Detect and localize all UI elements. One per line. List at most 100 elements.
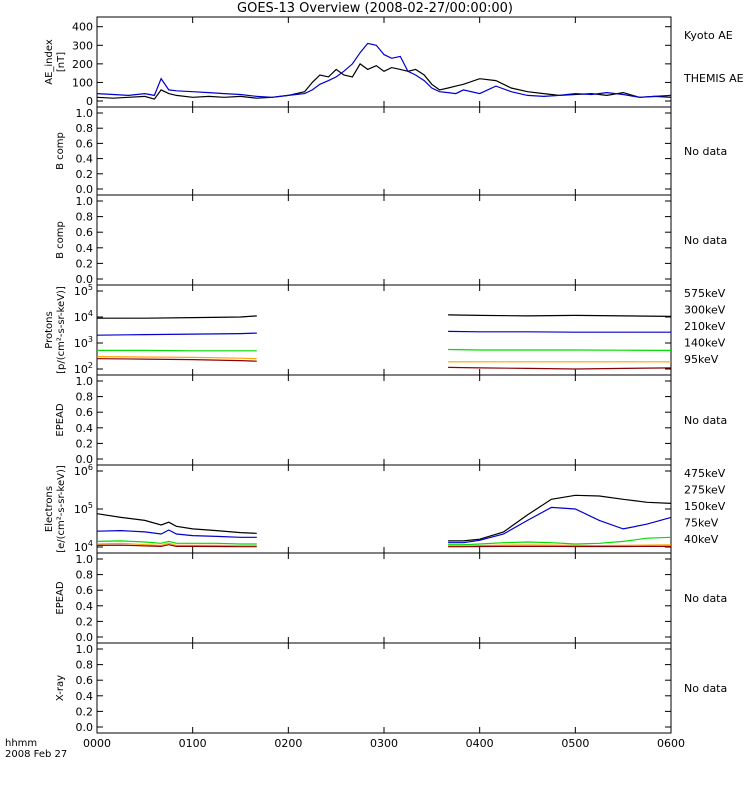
x-tick-label: 0500 xyxy=(561,737,589,750)
y-axis-label: Protons xyxy=(44,311,55,348)
y-tick-label: 300 xyxy=(72,39,93,52)
y-axis-label: EPEAD xyxy=(55,581,66,615)
series-line-40kev xyxy=(448,494,672,542)
y-tick-label: 0.0 xyxy=(76,453,94,466)
page-title: GOES-13 Overview (2008-02-27/00:00:00) xyxy=(237,1,513,16)
y-tick-exponent: 3 xyxy=(88,335,93,344)
series-line-150kev xyxy=(448,536,672,546)
legend-label: 475keV xyxy=(684,467,726,480)
y-axis-label: B comp xyxy=(55,132,66,170)
time-axis-caption: hhmm 2008 Feb 27 xyxy=(5,738,67,760)
y-tick-label: 0.2 xyxy=(76,437,94,450)
legend-label: 75keV xyxy=(684,517,719,530)
y-tick-label: 0 xyxy=(86,95,93,108)
y-tick-exponent: 2 xyxy=(88,361,93,370)
series-line-themis-ae xyxy=(96,42,672,98)
y-axis-label: [e/(cm²-s-sr-keV)] xyxy=(56,465,67,553)
no-data-note: No data xyxy=(684,414,727,427)
x-tick-label: 0600 xyxy=(657,737,685,750)
y-tick-label: 0.4 xyxy=(76,422,94,435)
no-data-note: No data xyxy=(684,592,727,605)
panel-frame xyxy=(96,642,672,734)
series-line-75kev xyxy=(96,529,257,538)
panel-frame xyxy=(96,374,672,466)
y-tick-label: 0.6 xyxy=(76,584,94,597)
y-tick-base: 10 xyxy=(74,503,88,516)
legend-label: 275keV xyxy=(684,484,726,497)
y-axis-label: X-ray xyxy=(55,675,66,701)
y-tick-label: 0.6 xyxy=(76,674,94,687)
y-tick-label: 1.0 xyxy=(76,375,94,388)
panel-frame xyxy=(96,194,672,286)
legend-label: 40keV xyxy=(684,533,719,546)
y-axis-label: [p/(cm²-s-sr-keV)] xyxy=(56,286,67,374)
series-line-kyoto-ae xyxy=(96,63,672,100)
y-tick-label: 0.0 xyxy=(76,631,94,644)
y-tick-label: 0.0 xyxy=(76,273,94,286)
legend-label: 140keV xyxy=(684,337,726,350)
series-line-475kev xyxy=(96,544,257,548)
no-data-note: No data xyxy=(684,145,727,158)
y-tick-label: 0.2 xyxy=(76,257,94,270)
y-axis-label: AE_index xyxy=(44,39,55,85)
legend-label: Kyoto AE xyxy=(684,29,733,42)
panel-frame xyxy=(96,464,672,554)
legend-label: 300keV xyxy=(684,304,726,317)
y-axis-label: EPEAD xyxy=(55,403,66,437)
legend-label: THEMIS AE xyxy=(683,72,744,85)
series-line-75kev xyxy=(448,506,672,544)
y-tick-label: 400 xyxy=(72,21,93,34)
y-tick-label: 1.0 xyxy=(76,107,94,120)
series-line-40kev xyxy=(96,513,257,534)
series-line-300kev xyxy=(96,356,257,360)
y-axis-label: Electrons xyxy=(44,486,55,532)
series-line-95kev xyxy=(97,315,257,319)
series-line-275kev xyxy=(96,542,257,547)
y-tick-label: 0.0 xyxy=(76,183,94,196)
series-line-275kev xyxy=(448,544,672,547)
y-tick-label: 0.4 xyxy=(76,242,94,255)
y-axis-label: B comp xyxy=(55,221,66,259)
y-tick-exponent: 6 xyxy=(88,463,93,472)
y-tick-label: 0.4 xyxy=(76,153,94,166)
panel-frame xyxy=(96,552,672,644)
legend-label: 575keV xyxy=(684,287,726,300)
y-tick-label: 0.8 xyxy=(76,211,94,224)
y-tick-exponent: 5 xyxy=(88,501,93,510)
series-line-575kev xyxy=(96,358,257,362)
y-tick-label: 102 xyxy=(74,361,93,376)
y-tick-exponent: 4 xyxy=(88,309,93,318)
y-tick-label: 103 xyxy=(74,335,93,350)
series-line-140kev xyxy=(448,330,671,333)
y-tick-base: 10 xyxy=(74,363,88,376)
y-tick-label: 106 xyxy=(74,463,93,478)
no-data-note: No data xyxy=(684,682,727,695)
y-axis-label: [nT] xyxy=(56,52,67,72)
legend-label: 150keV xyxy=(684,500,726,513)
legend-label: 95keV xyxy=(684,353,719,366)
series-line-150kev xyxy=(96,540,257,545)
y-tick-label: 0.8 xyxy=(76,569,94,582)
series-line-140kev xyxy=(96,332,257,336)
y-tick-label: 0.2 xyxy=(76,168,94,181)
y-tick-base: 10 xyxy=(74,311,88,324)
x-tick-label: 0000 xyxy=(83,737,111,750)
x-tick-label: 0400 xyxy=(466,737,494,750)
y-tick-label: 105 xyxy=(74,283,93,298)
no-data-note: No data xyxy=(684,234,727,247)
x-tick-label: 0100 xyxy=(179,737,207,750)
y-tick-base: 10 xyxy=(74,541,88,554)
y-tick-label: 104 xyxy=(74,309,93,324)
y-tick-label: 0.8 xyxy=(76,122,94,135)
series-line-95kev xyxy=(448,314,672,317)
y-tick-label: 105 xyxy=(74,501,93,516)
y-tick-label: 0.2 xyxy=(76,705,94,718)
date-label: 2008 Feb 27 xyxy=(5,749,68,760)
y-tick-label: 0.2 xyxy=(76,615,94,628)
y-tick-label: 1.0 xyxy=(76,553,94,566)
x-tick-label: 0200 xyxy=(274,737,302,750)
y-tick-label: 0.0 xyxy=(76,721,94,734)
time-format-label: hhmm xyxy=(5,738,38,749)
series-line-210kev xyxy=(448,348,672,351)
